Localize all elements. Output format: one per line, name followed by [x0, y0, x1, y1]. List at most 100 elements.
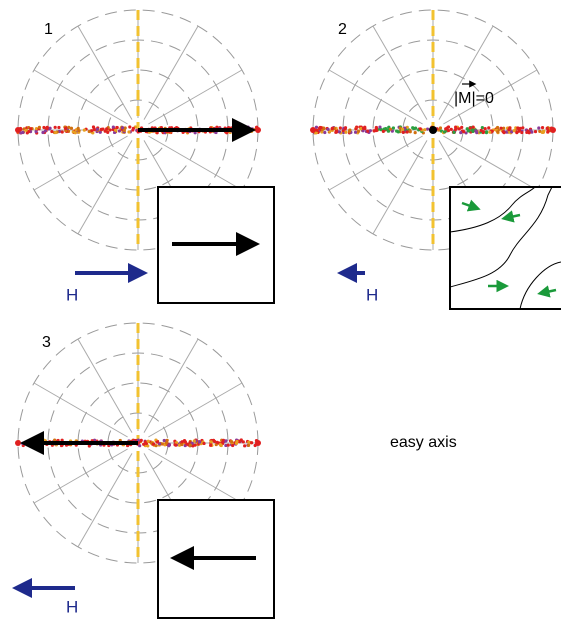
data-dot	[99, 131, 102, 134]
data-dot	[537, 126, 540, 129]
data-dot	[419, 127, 422, 130]
data-dot	[426, 128, 429, 131]
data-dot	[452, 131, 455, 134]
data-dot	[45, 127, 48, 130]
data-dot	[542, 131, 545, 134]
data-dot	[67, 126, 70, 129]
data-dot	[467, 129, 470, 132]
data-dot	[64, 127, 67, 130]
data-dot	[339, 126, 342, 129]
panel-number: 3	[42, 334, 51, 351]
data-dot	[21, 442, 24, 445]
data-dot	[74, 131, 77, 134]
data-dot	[423, 128, 426, 131]
data-dot	[462, 130, 465, 133]
panel-number: 2	[338, 21, 347, 38]
data-dot	[401, 128, 404, 131]
data-dot	[474, 129, 477, 132]
data-dot	[118, 129, 121, 132]
data-dot	[38, 126, 41, 129]
spoke	[34, 136, 128, 190]
field-label: H	[66, 597, 78, 616]
data-dot	[142, 443, 145, 446]
spoke	[373, 140, 427, 234]
data-dot	[459, 131, 462, 134]
data-dot	[546, 130, 549, 133]
data-dot	[181, 440, 184, 443]
data-dot	[387, 130, 390, 133]
data-dot	[444, 127, 447, 130]
data-dot	[471, 130, 474, 133]
data-dot	[121, 126, 124, 129]
data-dot	[227, 444, 230, 447]
data-dot	[357, 130, 360, 133]
data-dot	[484, 127, 487, 130]
data-dot	[354, 127, 357, 130]
data-dot	[230, 440, 233, 443]
data-dot	[450, 128, 453, 131]
spoke	[78, 453, 132, 547]
data-dot	[348, 130, 351, 133]
magnetization-label: |M|=0	[454, 90, 494, 107]
spoke	[443, 136, 537, 190]
data-dot	[526, 130, 529, 133]
data-dot	[496, 130, 499, 133]
data-dot	[482, 131, 485, 134]
data-dot	[447, 129, 450, 132]
field-label: H	[66, 285, 78, 304]
data-dot	[156, 441, 159, 444]
center-dot	[429, 126, 437, 134]
data-dot	[174, 443, 177, 446]
data-dot	[29, 127, 32, 130]
data-dot	[534, 130, 537, 133]
data-dot	[127, 130, 130, 133]
data-dot	[123, 129, 126, 132]
data-dot	[414, 131, 417, 134]
end-dot	[15, 127, 21, 133]
spoke	[148, 449, 242, 503]
data-dot	[83, 129, 86, 132]
data-dot	[61, 130, 64, 133]
data-dot	[485, 130, 488, 133]
spoke	[144, 26, 198, 120]
end-dot	[15, 440, 21, 446]
data-dot	[54, 126, 57, 129]
data-dot	[57, 126, 60, 129]
data-dot	[115, 126, 118, 129]
data-dot	[202, 442, 205, 445]
data-dot	[105, 127, 108, 130]
data-dot	[189, 443, 192, 446]
data-dot	[520, 131, 523, 134]
data-dot	[54, 131, 57, 134]
data-dot	[363, 127, 366, 130]
spoke	[373, 26, 427, 120]
spoke	[144, 339, 198, 433]
data-dot	[496, 126, 499, 129]
figure: 1 2 3 H H H |M|=0 easy axis	[0, 0, 561, 624]
data-dot	[454, 128, 457, 131]
data-dot	[235, 442, 238, 445]
data-dot	[140, 439, 143, 442]
spoke	[34, 449, 128, 503]
data-dot	[439, 126, 442, 129]
data-dot	[240, 438, 243, 441]
data-dot	[100, 128, 103, 131]
data-dot	[488, 131, 491, 134]
data-dot	[408, 129, 411, 132]
inset-3	[158, 500, 274, 618]
data-dot	[392, 126, 395, 129]
data-dot	[50, 130, 53, 133]
data-dot	[198, 440, 201, 443]
data-dot	[323, 131, 326, 134]
spoke	[329, 136, 423, 190]
data-dot	[541, 126, 544, 129]
spoke	[78, 339, 132, 433]
data-dot	[96, 128, 99, 131]
spoke	[148, 70, 242, 124]
end-dot	[255, 127, 261, 133]
spoke	[148, 136, 242, 190]
data-dot	[216, 441, 219, 444]
data-dot	[165, 442, 168, 445]
data-dot	[247, 444, 250, 447]
spoke	[329, 70, 423, 124]
